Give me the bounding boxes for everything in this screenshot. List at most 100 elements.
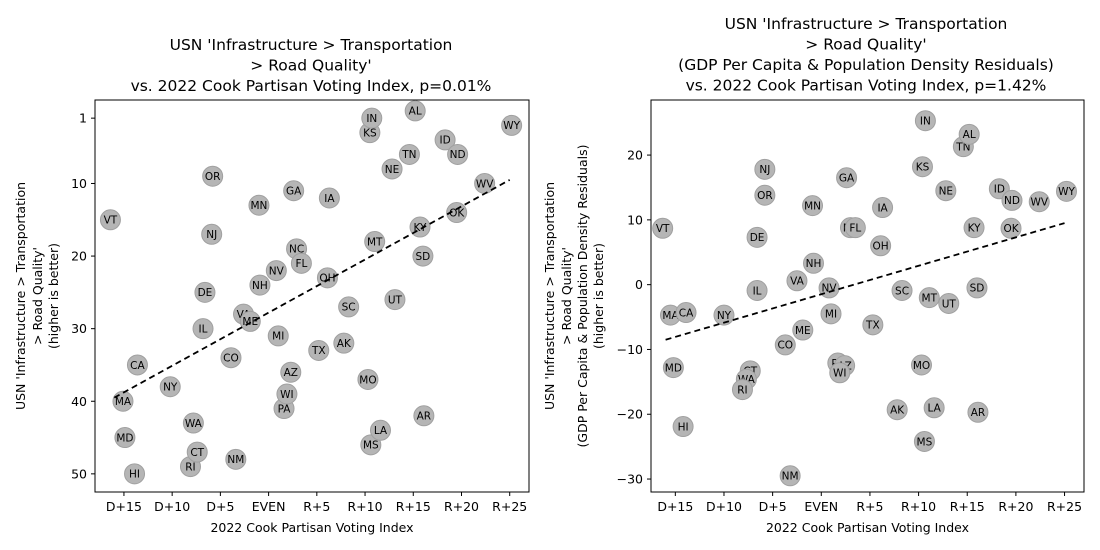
point-marker	[913, 430, 935, 452]
point-label: DE	[750, 232, 765, 244]
point-label: WV	[1030, 197, 1048, 209]
state-point-mo: MO	[911, 354, 933, 376]
point-marker	[870, 235, 892, 257]
point-marker	[447, 143, 469, 165]
state-point-ms: MS	[913, 430, 935, 452]
state-point-ks: KS	[911, 156, 933, 178]
point-marker	[182, 412, 204, 434]
state-point-ne: NE	[381, 158, 403, 180]
state-point-mn: MN	[248, 194, 270, 216]
point-label: FL	[849, 222, 861, 234]
state-point-wi: WI	[276, 383, 298, 405]
point-label: LA	[928, 403, 942, 415]
left-scatter-plot: USN 'Infrastructure > Transportation> Ro…	[13, 36, 530, 535]
state-point-ia: IA	[872, 197, 894, 219]
point-label: WY	[1058, 186, 1075, 198]
y-tick-label: −30	[617, 472, 643, 487]
state-point-ri: RI	[731, 379, 753, 401]
point-marker	[316, 267, 338, 289]
point-label: IL	[753, 285, 762, 297]
point-label: WY	[503, 120, 520, 132]
point-label: MO	[359, 374, 376, 386]
point-label: AK	[890, 405, 905, 417]
state-point-me: ME	[792, 319, 814, 341]
state-point-nd: ND	[447, 143, 469, 165]
point-marker	[662, 357, 684, 379]
point-label: NJ	[206, 229, 217, 241]
x-tick-label: D+10	[154, 499, 190, 514]
x-tick-label: R+5	[856, 499, 883, 514]
point-label: IA	[324, 193, 335, 205]
state-point-mi: MI	[820, 303, 842, 325]
point-label: NC	[289, 244, 304, 256]
point-label: MD	[665, 362, 682, 374]
point-marker	[192, 318, 214, 340]
point-label: SC	[895, 285, 909, 297]
point-marker	[398, 143, 420, 165]
point-marker	[966, 277, 988, 299]
point-label: MO	[913, 360, 930, 372]
chart-title-line: (GDP Per Capita & Population Density Res…	[678, 56, 1054, 74]
point-marker	[126, 354, 148, 376]
point-marker	[280, 361, 302, 383]
point-marker	[836, 167, 858, 189]
point-marker	[754, 158, 776, 180]
point-label: VT	[104, 215, 118, 227]
point-marker	[802, 195, 824, 217]
point-label: MS	[917, 436, 933, 448]
point-marker	[779, 465, 801, 487]
point-marker	[404, 100, 426, 122]
point-label: CT	[190, 447, 204, 459]
state-point-ny: NY	[159, 376, 181, 398]
point-label: CO	[777, 340, 793, 352]
point-label: MA	[115, 396, 132, 408]
state-point-nh: NH	[249, 274, 271, 296]
point-marker	[194, 281, 216, 303]
state-point-ut: UT	[384, 289, 406, 311]
state-point-ga: GA	[836, 167, 858, 189]
point-label: PA	[278, 403, 292, 415]
state-point-in: IN	[914, 110, 936, 132]
point-label: DE	[198, 287, 213, 299]
point-marker	[792, 319, 814, 341]
x-tick-label: R+25	[492, 499, 527, 514]
point-marker	[267, 325, 289, 347]
point-marker	[201, 223, 223, 245]
point-marker	[1028, 191, 1050, 213]
point-marker	[820, 303, 842, 325]
state-point-hi: HI	[124, 463, 146, 485]
point-label: FL	[295, 258, 307, 270]
point-marker	[318, 187, 340, 209]
point-marker	[935, 180, 957, 202]
state-point-tn: TN	[398, 143, 420, 165]
point-label: NJ	[759, 164, 770, 176]
point-label: WA	[185, 418, 203, 430]
state-point-la: LA	[923, 397, 945, 419]
state-point-co: CO	[220, 347, 242, 369]
point-label: NY	[717, 310, 732, 322]
state-point-hi: HI	[672, 416, 694, 438]
point-marker	[862, 314, 884, 336]
point-label: MI	[272, 331, 284, 343]
point-label: IL	[199, 323, 208, 335]
point-label: SD	[970, 283, 985, 295]
point-marker	[333, 332, 355, 354]
point-marker	[786, 270, 808, 292]
point-label: MD	[116, 432, 133, 444]
state-point-al: AL	[404, 100, 426, 122]
point-marker	[364, 231, 386, 253]
state-point-wy: WY	[501, 114, 523, 136]
y-axis-label-line: USN 'Infrastructure > Transportation	[542, 182, 557, 410]
point-label: AL	[963, 129, 976, 141]
y-axis-label-line: > Road Quality'	[559, 247, 574, 345]
point-label: NM	[227, 454, 244, 466]
x-tick-label: EVEN	[252, 499, 286, 514]
point-marker	[652, 217, 674, 239]
y-axis-label-line: USN 'Infrastructure > Transportation	[13, 182, 28, 410]
state-point-sd: SD	[966, 277, 988, 299]
point-marker	[675, 302, 697, 324]
point-marker	[802, 252, 824, 274]
point-marker	[923, 397, 945, 419]
x-tick-label: D+15	[657, 499, 693, 514]
state-point-oh: OH	[870, 235, 892, 257]
